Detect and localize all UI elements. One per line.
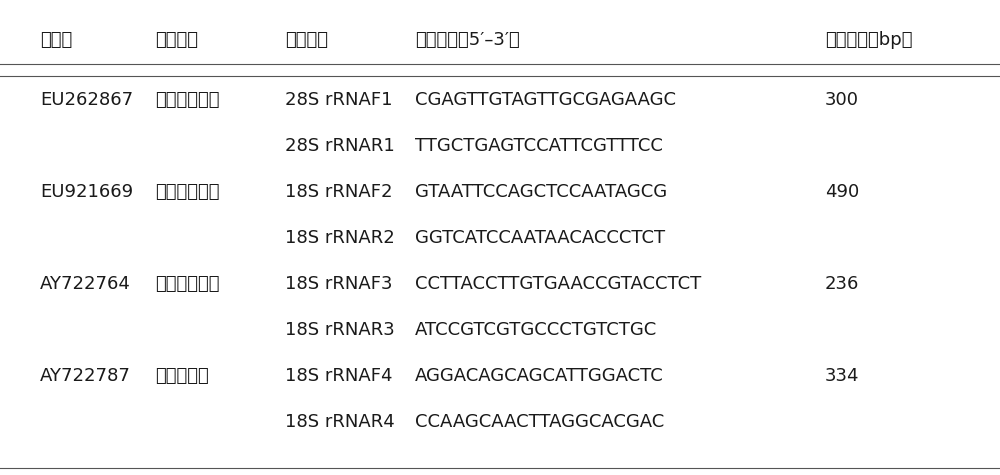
- Text: 490: 490: [825, 183, 859, 201]
- Text: GTAATTCCAGCTCCAATAGCG: GTAATTCCAGCTCCAATAGCG: [415, 183, 667, 201]
- Text: 丛生盔形珊瑚: 丛生盔形珊瑚: [155, 275, 220, 293]
- Text: 236: 236: [825, 275, 859, 293]
- Text: 18S rRNAF2: 18S rRNAF2: [285, 183, 392, 201]
- Text: 18S rRNAR2: 18S rRNAR2: [285, 229, 395, 247]
- Text: 18S rRNAR3: 18S rRNAR3: [285, 321, 395, 339]
- Text: 澄黄滨珊瑚: 澄黄滨珊瑚: [155, 367, 209, 385]
- Text: AY722764: AY722764: [40, 275, 131, 293]
- Text: 18S rRNAR4: 18S rRNAR4: [285, 413, 395, 431]
- Text: GGTCATCCAATAACACCCTCT: GGTCATCCAATAACACCCTCT: [415, 229, 665, 247]
- Text: 28S rRNAF1: 28S rRNAF1: [285, 91, 392, 109]
- Text: 产物大小（bp）: 产物大小（bp）: [825, 31, 912, 49]
- Text: EU262867: EU262867: [40, 91, 133, 109]
- Text: 28S rRNAR1: 28S rRNAR1: [285, 137, 395, 155]
- Text: 引物序列（5′–3′）: 引物序列（5′–3′）: [415, 31, 520, 49]
- Text: 珊瑚种类: 珊瑚种类: [155, 31, 198, 49]
- Text: AGGACAGCAGCATTGGACTC: AGGACAGCAGCATTGGACTC: [415, 367, 664, 385]
- Text: CCAAGCAACTTAGGCACGAC: CCAAGCAACTTAGGCACGAC: [415, 413, 664, 431]
- Text: AY722787: AY722787: [40, 367, 131, 385]
- Text: ATCCGTCGTGCCCTGTCTGC: ATCCGTCGTGCCCTGTCTGC: [415, 321, 657, 339]
- Text: CCTTACCTTGTGAACCGTACCTCT: CCTTACCTTGTGAACCGTACCTCT: [415, 275, 701, 293]
- Text: 鹿角杯形珊瑚: 鹿角杯形珊瑚: [155, 91, 220, 109]
- Text: EU921669: EU921669: [40, 183, 133, 201]
- Text: 引物名称: 引物名称: [285, 31, 328, 49]
- Text: 300: 300: [825, 91, 859, 109]
- Text: 18S rRNAF4: 18S rRNAF4: [285, 367, 392, 385]
- Text: TTGCTGAGTCCATTCGTTTCC: TTGCTGAGTCCATTCGTTTCC: [415, 137, 663, 155]
- Text: 序列号: 序列号: [40, 31, 72, 49]
- Text: 334: 334: [825, 367, 860, 385]
- Text: CGAGTTGTAGTTGCGAGAAGC: CGAGTTGTAGTTGCGAGAAGC: [415, 91, 676, 109]
- Text: 鹿角杯形珊瑚: 鹿角杯形珊瑚: [155, 183, 220, 201]
- Text: 18S rRNAF3: 18S rRNAF3: [285, 275, 392, 293]
